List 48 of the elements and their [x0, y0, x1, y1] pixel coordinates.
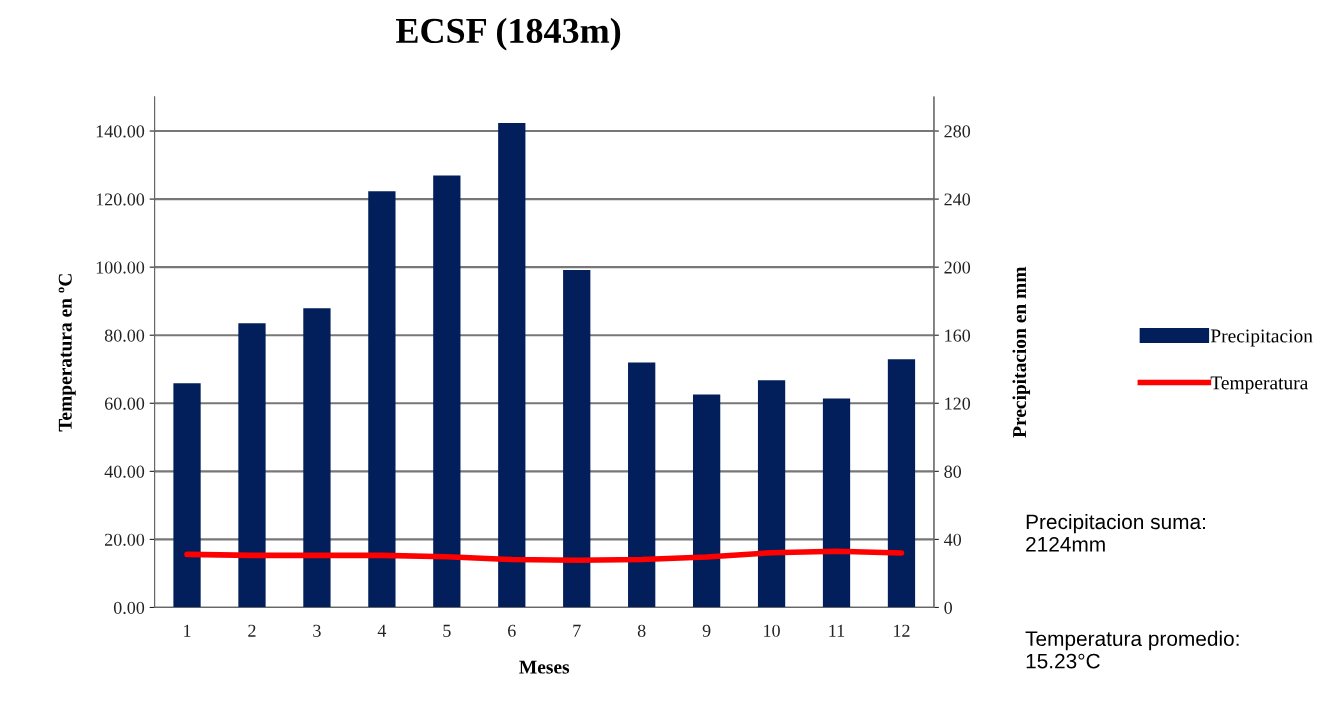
y2-tick-label: 0: [944, 601, 953, 614]
y-tick-label: 100.00: [96, 261, 145, 274]
x-tick-label: 6: [508, 624, 516, 637]
x-tick-label: 4: [377, 624, 387, 637]
legend-label: Precipitacion: [1210, 329, 1313, 347]
bar: [433, 175, 461, 608]
x-tick-label: 11: [829, 624, 845, 637]
bar: [563, 270, 591, 608]
bar: [368, 191, 396, 608]
y2-tick-label: 120: [945, 397, 971, 410]
x-axis-title: Meses: [519, 660, 570, 674]
x-tick-label: 8: [637, 624, 646, 637]
y2-axis-title: Precipitacion en mm: [1012, 266, 1031, 438]
bar: [628, 362, 656, 608]
y-tick-label: 80.00: [104, 329, 145, 342]
y-tick-label: 140.00: [96, 125, 145, 138]
y-tick-label: 0.00: [113, 601, 145, 614]
x-tick-label: 10: [764, 624, 780, 637]
y2-tick-label: 280: [944, 125, 971, 138]
x-tick-label: 3: [313, 624, 321, 637]
y2-tick-label: 40: [944, 533, 962, 546]
bar: [757, 380, 786, 608]
x-tick-label: 7: [573, 624, 581, 637]
bar: [887, 359, 916, 608]
x-tick-label: 12: [894, 624, 910, 637]
bar: [498, 123, 526, 608]
y-tick-label: 40.00: [104, 465, 145, 478]
bar: [173, 383, 201, 608]
bar: [303, 308, 331, 608]
y-axis-title: Temperatura en ºC: [58, 274, 76, 432]
y2-tick-label: 80: [944, 465, 962, 478]
text: Temperatura promedio: 15.23°C: [1025, 630, 1239, 669]
text: Precipitacion suma: 2124mm: [1026, 513, 1205, 552]
chart-title: ECSF (1843m): [396, 17, 621, 51]
x-tick-label: 2: [248, 624, 256, 637]
x-tick-label: 1: [184, 624, 191, 637]
y-tick-label: 60.00: [104, 397, 145, 410]
y-tick-label: 120.00: [96, 193, 145, 206]
bar: [692, 394, 721, 608]
bar: [238, 323, 266, 608]
legend-label: Temperatura: [1210, 376, 1309, 394]
x-tick-label: 9: [702, 624, 711, 637]
y2-tick-label: 240: [944, 193, 971, 206]
x-tick-label: 5: [443, 624, 451, 637]
y2-tick-label: 200: [944, 261, 971, 274]
y-tick-label: 20.00: [105, 533, 145, 546]
bar: [822, 398, 851, 608]
y2-tick-label: 160: [945, 329, 971, 342]
